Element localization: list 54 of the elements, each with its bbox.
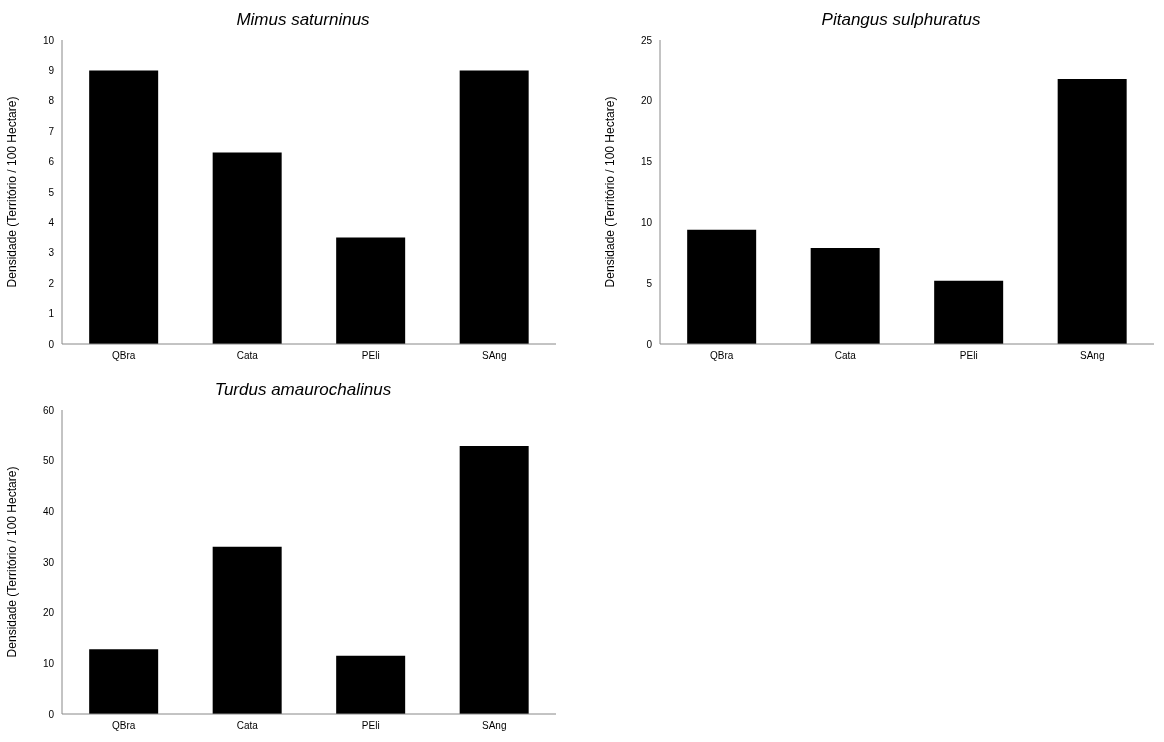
bar xyxy=(1057,78,1127,344)
bar xyxy=(336,655,406,714)
y-tick-label: 15 xyxy=(640,156,653,168)
y-tick-label: 5 xyxy=(646,277,653,289)
x-tick-label: Cata xyxy=(236,720,259,732)
chart-title: Mimus saturninus xyxy=(235,10,371,30)
bar xyxy=(687,229,757,344)
y-axis-title: Densidade (Território / 100 Hectare) xyxy=(5,96,20,288)
x-tick-label: QBra xyxy=(710,350,734,362)
y-tick-label: 0 xyxy=(48,708,55,720)
y-tick-label: 25 xyxy=(640,34,653,46)
y-tick-label: 60 xyxy=(42,404,55,416)
y-tick-label: 7 xyxy=(48,125,55,137)
y-tick-label: 6 xyxy=(48,156,55,168)
bar xyxy=(459,445,529,714)
x-tick-label: PEli xyxy=(361,720,380,732)
x-tick-label: Cata xyxy=(834,350,857,362)
y-tick-label: 10 xyxy=(42,34,55,46)
bar xyxy=(934,280,1004,344)
y-tick-label: 4 xyxy=(48,216,55,228)
x-tick-label: Cata xyxy=(236,350,259,362)
y-tick-label: 10 xyxy=(42,657,55,669)
x-tick-label: PEli xyxy=(959,350,978,362)
y-tick-label: 5 xyxy=(48,186,55,198)
x-tick-label: SAng xyxy=(482,350,507,362)
y-tick-label: 0 xyxy=(48,338,55,350)
y-tick-label: 30 xyxy=(42,556,55,568)
y-tick-label: 9 xyxy=(48,64,55,76)
y-tick-label: 8 xyxy=(48,95,55,107)
y-tick-label: 0 xyxy=(646,338,653,350)
x-tick-label: PEli xyxy=(361,350,380,362)
bar xyxy=(89,649,159,714)
chart-title: Pitangus sulphuratus xyxy=(820,10,982,30)
bar xyxy=(336,237,406,344)
y-tick-label: 50 xyxy=(42,455,55,467)
bar xyxy=(212,152,282,344)
y-tick-label: 3 xyxy=(48,247,55,259)
y-tick-label: 1 xyxy=(48,308,55,320)
x-tick-label: QBra xyxy=(112,720,136,732)
y-tick-label: 2 xyxy=(48,277,55,289)
x-tick-label: SAng xyxy=(482,720,507,732)
bar xyxy=(89,70,159,344)
y-axis-title: Densidade (Território / 100 Hectare) xyxy=(603,96,618,288)
bar xyxy=(212,546,282,714)
y-tick-label: 10 xyxy=(640,216,653,228)
y-tick-label: 20 xyxy=(640,95,653,107)
x-tick-label: QBra xyxy=(112,350,136,362)
x-tick-label: SAng xyxy=(1080,350,1105,362)
chart-title: Turdus amaurochalinus xyxy=(213,380,393,400)
y-tick-label: 20 xyxy=(42,607,55,619)
bar xyxy=(810,247,880,344)
bar xyxy=(459,70,529,344)
y-tick-label: 40 xyxy=(42,505,55,517)
y-axis-title: Densidade (Território / 100 Hectare) xyxy=(5,466,20,658)
